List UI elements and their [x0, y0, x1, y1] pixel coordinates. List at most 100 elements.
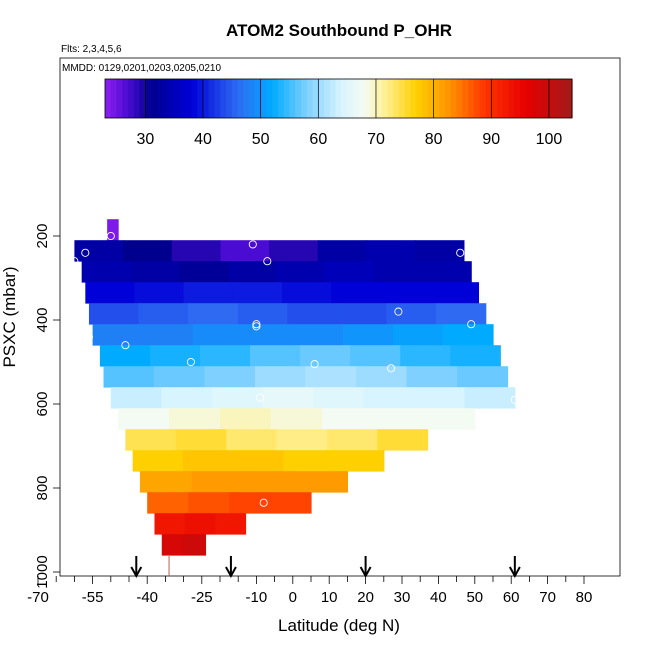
colorbar-segment: [133, 79, 141, 118]
heatmap-cell: [270, 492, 312, 514]
colorbar-segment: [393, 79, 400, 118]
sample-markers: [70, 231, 519, 507]
heatmap-cell: [99, 345, 151, 367]
colorbar-segment: [399, 79, 406, 118]
colorbar: [104, 78, 573, 119]
heatmap-cell: [118, 408, 170, 430]
colorbar-segment: [226, 79, 233, 118]
colorbar-segment: [347, 79, 354, 118]
heatmap-cell: [125, 429, 177, 451]
colorbar-segment: [272, 79, 279, 118]
colorbar-segment: [525, 79, 533, 118]
heatmap-cell: [380, 282, 430, 304]
heatmap-cell: [400, 345, 451, 367]
colorbar-tick-label: 60: [309, 131, 327, 148]
down-arrow-icon: [225, 556, 237, 579]
heatmap-cell: [161, 387, 213, 409]
colorbar-segment: [537, 79, 544, 118]
heatmap-cell: [269, 240, 319, 262]
heatmap-cell: [423, 408, 476, 430]
sample-circle: [394, 307, 403, 316]
heatmap-cell: [199, 345, 251, 367]
heatmap-cell: [243, 471, 297, 493]
colorbar-segment: [364, 79, 371, 118]
colorbar-segment: [341, 79, 348, 118]
x-tick-label: 70: [539, 589, 556, 606]
colorbar-segment: [128, 79, 135, 118]
heatmap-cell: [130, 261, 180, 283]
sample-circle: [255, 393, 265, 402]
colorbar-segment: [473, 79, 481, 118]
colorbar-segment: [151, 79, 158, 118]
colorbar-segment: [531, 79, 539, 118]
heatmap-cell: [429, 282, 480, 304]
colorbar-segment: [139, 79, 146, 118]
colorbar-segment: [277, 79, 285, 118]
colorbar-segment: [185, 79, 193, 118]
colorbar-segment: [445, 79, 452, 118]
colorbar-segment: [370, 79, 377, 118]
colorbar-segment: [329, 79, 337, 118]
colorbar-segment: [548, 79, 556, 118]
heatmap-cell: [333, 450, 385, 472]
heatmap-cell: [171, 240, 222, 262]
colorbar-tick-label: 30: [136, 131, 154, 148]
heatmap-cell: [415, 240, 465, 262]
heatmap-cell: [377, 429, 429, 451]
colorbar-segment: [439, 79, 446, 118]
heatmap-cell: [107, 219, 119, 241]
x-tick-label: -25: [191, 589, 213, 606]
heatmap-cell: [422, 261, 472, 283]
heatmap-cell: [287, 303, 338, 325]
y-axis-label: PSXC (mbar): [0, 266, 19, 367]
colorbar-segment: [220, 79, 227, 118]
x-tick-label: -40: [136, 589, 158, 606]
colorbar-segment: [116, 79, 123, 118]
sample-circle: [467, 320, 476, 329]
heatmap-cell: [123, 240, 173, 262]
colorbar-segment: [214, 79, 221, 118]
plot-frame: [59, 57, 621, 577]
colorbar-segment: [237, 79, 244, 118]
colorbar-segment: [566, 79, 573, 118]
flights-note: Flts: 2,3,4,5,6: [61, 44, 122, 55]
sample-circle: [252, 320, 261, 329]
heatmap-cell: [356, 366, 408, 388]
sample-circle: [186, 357, 195, 367]
heatmap-cell: [184, 513, 216, 535]
sample-circle: [81, 248, 90, 257]
colorbar-tick-label: 80: [425, 131, 443, 148]
x-tick-label: 40: [430, 589, 447, 606]
colorbar-segment: [485, 79, 492, 118]
heatmap-cell: [413, 387, 465, 409]
heatmap-cell: [342, 324, 394, 346]
heatmap-cell: [317, 240, 368, 262]
heatmap-cell: [366, 240, 416, 262]
colorbar-segment: [375, 79, 383, 118]
heatmap-cell: [292, 324, 344, 346]
colorbar-segment: [462, 79, 469, 118]
heatmap-cell: [138, 303, 189, 325]
down-arrow-icon: [359, 556, 372, 579]
x-tick-label: 0: [289, 589, 297, 606]
heatmap-cell: [392, 324, 444, 346]
colorbar-segment: [479, 79, 487, 118]
x-tick-label: 80: [576, 589, 593, 606]
colorbar-segment: [249, 79, 256, 118]
colorbar-segment: [427, 79, 435, 118]
down-arrow-icon: [130, 556, 143, 579]
colorbar-segment: [560, 79, 567, 118]
heatmap-cell: [350, 345, 401, 367]
heatmap-cell: [406, 366, 458, 388]
x-tick-label: 20: [357, 589, 374, 606]
colorbar-tick-label: 50: [252, 131, 270, 148]
heatmap-cell: [154, 513, 186, 535]
heatmap-cell: [188, 492, 230, 514]
heatmap-cell: [255, 366, 307, 388]
heatmap-cell: [262, 387, 314, 409]
colorbar-segment: [179, 79, 187, 118]
heatmap-cells: [74, 219, 516, 556]
colorbar-segment: [266, 79, 273, 118]
heatmap-cell: [226, 429, 278, 451]
heatmap-cell: [149, 345, 201, 367]
